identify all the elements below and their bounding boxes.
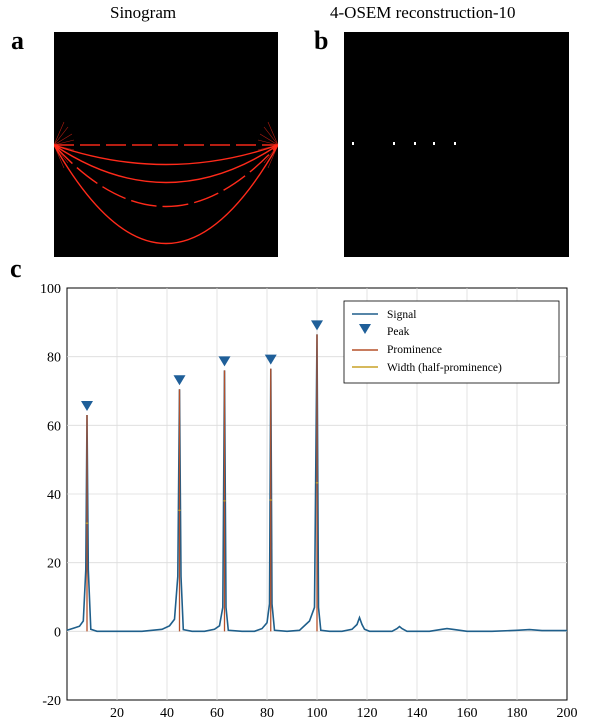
x-tick-label: 60: [210, 706, 224, 721]
x-tick-label: 100: [307, 706, 328, 721]
x-tick-label: 160: [457, 706, 478, 721]
legend-label-width: Width (half-prominence): [387, 362, 502, 374]
sinogram-graphic: [53, 121, 279, 245]
y-tick-label: 60: [47, 419, 61, 434]
x-tick-label: 20: [110, 706, 124, 721]
sinogram-curve-2: [53, 144, 279, 184]
panel-a-title: Sinogram: [110, 3, 177, 22]
y-tick-label: 0: [54, 625, 61, 640]
sinogram-fan-right: [257, 121, 279, 169]
x-tick-label: 80: [260, 706, 274, 721]
legend-swatch-peak: [359, 324, 371, 334]
reconstruction-point-3: [414, 142, 416, 145]
reconstruction-image: [344, 32, 569, 257]
y-tick-label: 100: [40, 282, 61, 297]
reconstruction-point-1: [352, 142, 354, 145]
y-tick-label: 40: [47, 488, 61, 503]
legend-label-peak: Peak: [387, 326, 410, 338]
legend-label-signal: Signal: [387, 309, 416, 321]
panel-b-letter: b: [314, 26, 329, 55]
legend-box: [343, 300, 560, 384]
legend: Signal Peak Prominence Width (half-promi…: [343, 300, 560, 384]
x-tick-label: 140: [407, 706, 428, 721]
peak-marker: [218, 356, 231, 367]
sinogram-image: [53, 32, 279, 257]
sinogram-curve-1: [53, 144, 279, 166]
panel-c-letter: c: [10, 254, 22, 283]
reconstruction-point-2: [393, 142, 395, 145]
x-tick-label: 180: [507, 706, 528, 721]
legend-label-prominence: Prominence: [387, 344, 442, 356]
reconstruction-point-4: [433, 142, 435, 145]
x-tick-label: 120: [357, 706, 378, 721]
peak-marker: [173, 375, 186, 386]
peak-marker: [264, 354, 277, 365]
peak-marker: [311, 320, 323, 331]
sinogram-curve-3: [53, 144, 279, 208]
y-tick-label: 80: [47, 351, 61, 366]
x-tick-label: 40: [160, 706, 174, 721]
peak-marker: [81, 401, 93, 412]
panel-b-title: 4-OSEM reconstruction-10: [330, 3, 516, 22]
y-tick-label: 20: [47, 557, 61, 572]
reconstruction-point-5: [454, 142, 456, 145]
signal-line: [66, 334, 567, 633]
x-tick-label: 200: [557, 706, 578, 721]
sinogram-fan-left: [53, 121, 75, 169]
panel-a-letter: a: [11, 26, 24, 55]
sinogram-curve-4: [53, 144, 279, 245]
y-tick-label: -20: [42, 694, 61, 709]
reconstruction-graphic: [352, 142, 456, 145]
